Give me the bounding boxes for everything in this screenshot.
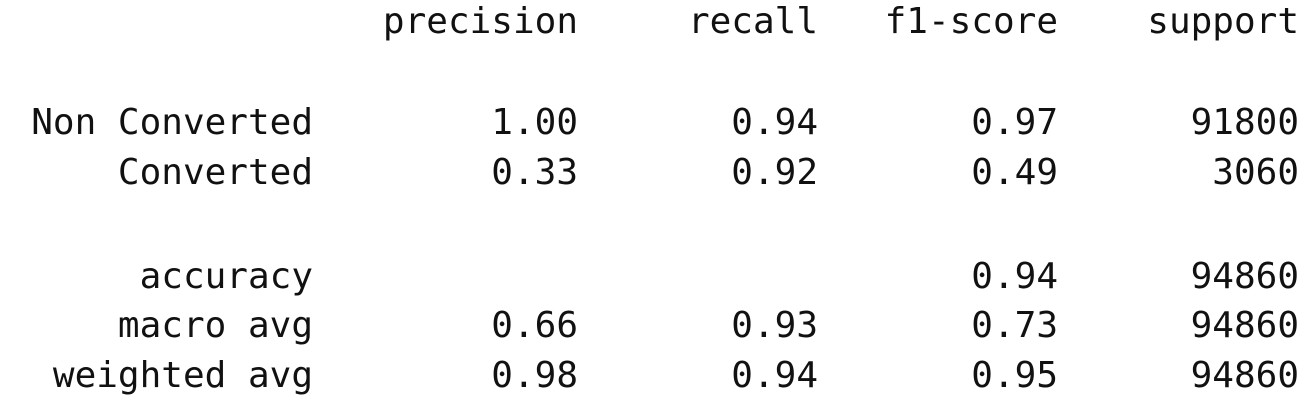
header-support: support: [1147, 1, 1299, 42]
recall-value: [600, 253, 818, 301]
precision-value: 0.66: [491, 305, 578, 346]
recall-value: 0.94: [731, 102, 818, 143]
precision-value: 0.98: [491, 355, 578, 396]
support-value: 3060: [1212, 152, 1299, 193]
precision-value: [360, 253, 578, 301]
f1-score-value: 0.94: [971, 256, 1058, 297]
recall-value: 0.94: [731, 355, 818, 396]
f1-score-value: 0.97: [971, 102, 1058, 143]
f1-score-value: 0.95: [971, 355, 1058, 396]
row-label: weighted avg: [52, 355, 313, 396]
recall-value: 0.92: [731, 152, 818, 193]
header-recall: recall: [687, 1, 818, 42]
precision-value: 0.33: [491, 152, 578, 193]
row-label: accuracy: [139, 256, 313, 297]
table-row: Converted 0.33 0.92 0.49 3060: [0, 149, 1300, 197]
support-value: 94860: [1190, 355, 1299, 396]
table-row: macro avg 0.66 0.93 0.73 94860: [0, 302, 1300, 350]
precision-value: 1.00: [491, 102, 578, 143]
header-row: precision recall f1-score support: [0, 0, 1300, 46]
row-label: Converted: [117, 152, 313, 193]
table-row: Non Converted 1.00 0.94 0.97 91800: [0, 99, 1300, 147]
row-label: Non Converted: [31, 102, 313, 143]
row-label: macro avg: [117, 305, 313, 346]
header-f1-score: f1-score: [884, 1, 1058, 42]
recall-value: 0.93: [731, 305, 818, 346]
support-value: 91800: [1190, 102, 1299, 143]
table-row: accuracy 0.94 94860: [0, 253, 1300, 301]
f1-score-value: 0.49: [971, 152, 1058, 193]
f1-score-value: 0.73: [971, 305, 1058, 346]
support-value: 94860: [1190, 305, 1299, 346]
table-row: weighted avg 0.98 0.94 0.95 94860: [0, 352, 1300, 400]
header-precision: precision: [382, 1, 578, 42]
support-value: 94860: [1190, 256, 1299, 297]
